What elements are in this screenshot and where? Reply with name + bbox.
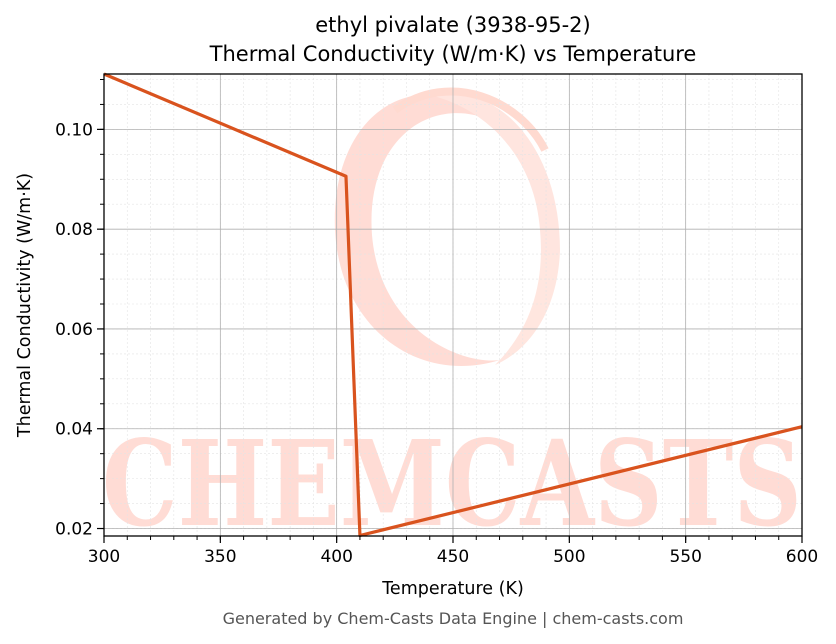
y-axis-label: Thermal Conductivity (W/m·K) xyxy=(15,173,35,438)
y-axis-ticks: 0.02 0.04 0.06 0.08 0.10 xyxy=(55,78,104,540)
watermark-text: CHEMCASTS xyxy=(102,414,802,553)
x-tick-label: 600 xyxy=(786,547,818,567)
y-tick-label: 0.08 xyxy=(55,220,93,240)
y-tick-label: 0.10 xyxy=(55,120,93,140)
chart-title-line-2: Thermal Conductivity (W/m·K) vs Temperat… xyxy=(209,42,697,66)
x-tick-label: 400 xyxy=(320,547,352,567)
chart-title-line-1: ethyl pivalate (3938-95-2) xyxy=(315,13,590,37)
x-tick-label: 350 xyxy=(204,547,236,567)
watermark-logo-icon xyxy=(334,87,560,367)
footer-credit: Generated by Chem-Casts Data Engine | ch… xyxy=(223,609,684,628)
x-tick-label: 450 xyxy=(437,547,469,567)
y-tick-label: 0.04 xyxy=(55,420,93,440)
x-axis-label: Temperature (K) xyxy=(381,579,524,599)
series-layer xyxy=(103,72,803,538)
x-tick-label: 550 xyxy=(669,547,701,567)
x-axis-ticks: 300 350 400 450 500 550 600 xyxy=(88,536,818,567)
grid-major xyxy=(103,74,803,536)
x-tick-label: 500 xyxy=(553,547,585,567)
y-tick-label: 0.06 xyxy=(55,320,93,340)
series-line xyxy=(103,72,803,538)
x-tick-label: 300 xyxy=(88,547,120,567)
y-tick-label: 0.02 xyxy=(55,520,93,540)
